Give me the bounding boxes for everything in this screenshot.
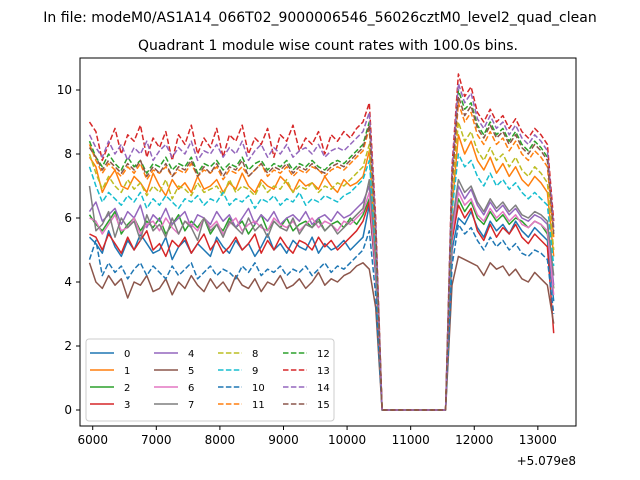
series-line-9 xyxy=(88,153,555,411)
y-tick-label: 2 xyxy=(64,339,72,353)
legend-label-9: 9 xyxy=(252,366,258,377)
series-line-12 xyxy=(88,89,555,411)
legend-label-11: 11 xyxy=(252,400,265,411)
x-tick-label: 13000 xyxy=(519,433,557,447)
legend-label-6: 6 xyxy=(188,383,194,394)
y-tick-label: 0 xyxy=(64,403,72,417)
series-line-4 xyxy=(88,185,555,411)
series-line-14 xyxy=(88,82,555,411)
series-line-6 xyxy=(89,191,555,411)
legend-label-8: 8 xyxy=(252,349,258,360)
x-tick-label: 12000 xyxy=(455,433,493,447)
series-line-1 xyxy=(88,134,555,411)
legend-label-4: 4 xyxy=(188,349,194,360)
series-line-5 xyxy=(88,255,555,411)
legend-label-3: 3 xyxy=(124,400,130,411)
x-offset-label: +5.079e8 xyxy=(517,454,576,468)
x-tick-label: 8000 xyxy=(205,433,236,447)
series-line-8 xyxy=(88,121,555,411)
y-tick-label: 10 xyxy=(57,83,72,97)
y-tick-label: 8 xyxy=(64,147,72,161)
legend-label-5: 5 xyxy=(188,366,194,377)
series-line-10 xyxy=(88,223,555,411)
series-line-11 xyxy=(88,102,555,411)
series-layer xyxy=(88,73,555,411)
series-line-13 xyxy=(88,73,555,411)
legend-label-1: 1 xyxy=(124,366,130,377)
legend-label-12: 12 xyxy=(317,349,330,360)
x-tick-label: 10000 xyxy=(328,433,366,447)
x-tick-label: 7000 xyxy=(141,433,172,447)
x-tick-label: 6000 xyxy=(77,433,108,447)
legend-label-14: 14 xyxy=(317,383,330,394)
legend-box xyxy=(85,338,335,422)
legend-label-2: 2 xyxy=(124,383,130,394)
legend-label-0: 0 xyxy=(124,349,130,360)
x-tick-label: 11000 xyxy=(392,433,430,447)
plot-frame xyxy=(79,57,577,427)
y-tick-label: 6 xyxy=(64,211,72,225)
series-line-15 xyxy=(88,95,555,411)
legend-label-13: 13 xyxy=(317,366,330,377)
series-line-7 xyxy=(88,178,555,411)
series-line-3 xyxy=(89,201,555,411)
x-tick-label: 9000 xyxy=(268,433,299,447)
chart-title: Quadrant 1 module wise count rates with … xyxy=(138,38,518,54)
figure-suptitle: In file: modeM0/AS1A14_066T02_9000006546… xyxy=(43,10,596,26)
axes-layer: 6000 7000 8000 9000 10000 11000 12000 13000 0 2 4 6… xyxy=(57,83,557,447)
legend-label-15: 15 xyxy=(317,400,330,411)
y-tick-label: 4 xyxy=(64,275,72,289)
legend-label-7: 7 xyxy=(188,400,194,411)
legend-label-10: 10 xyxy=(252,383,265,394)
